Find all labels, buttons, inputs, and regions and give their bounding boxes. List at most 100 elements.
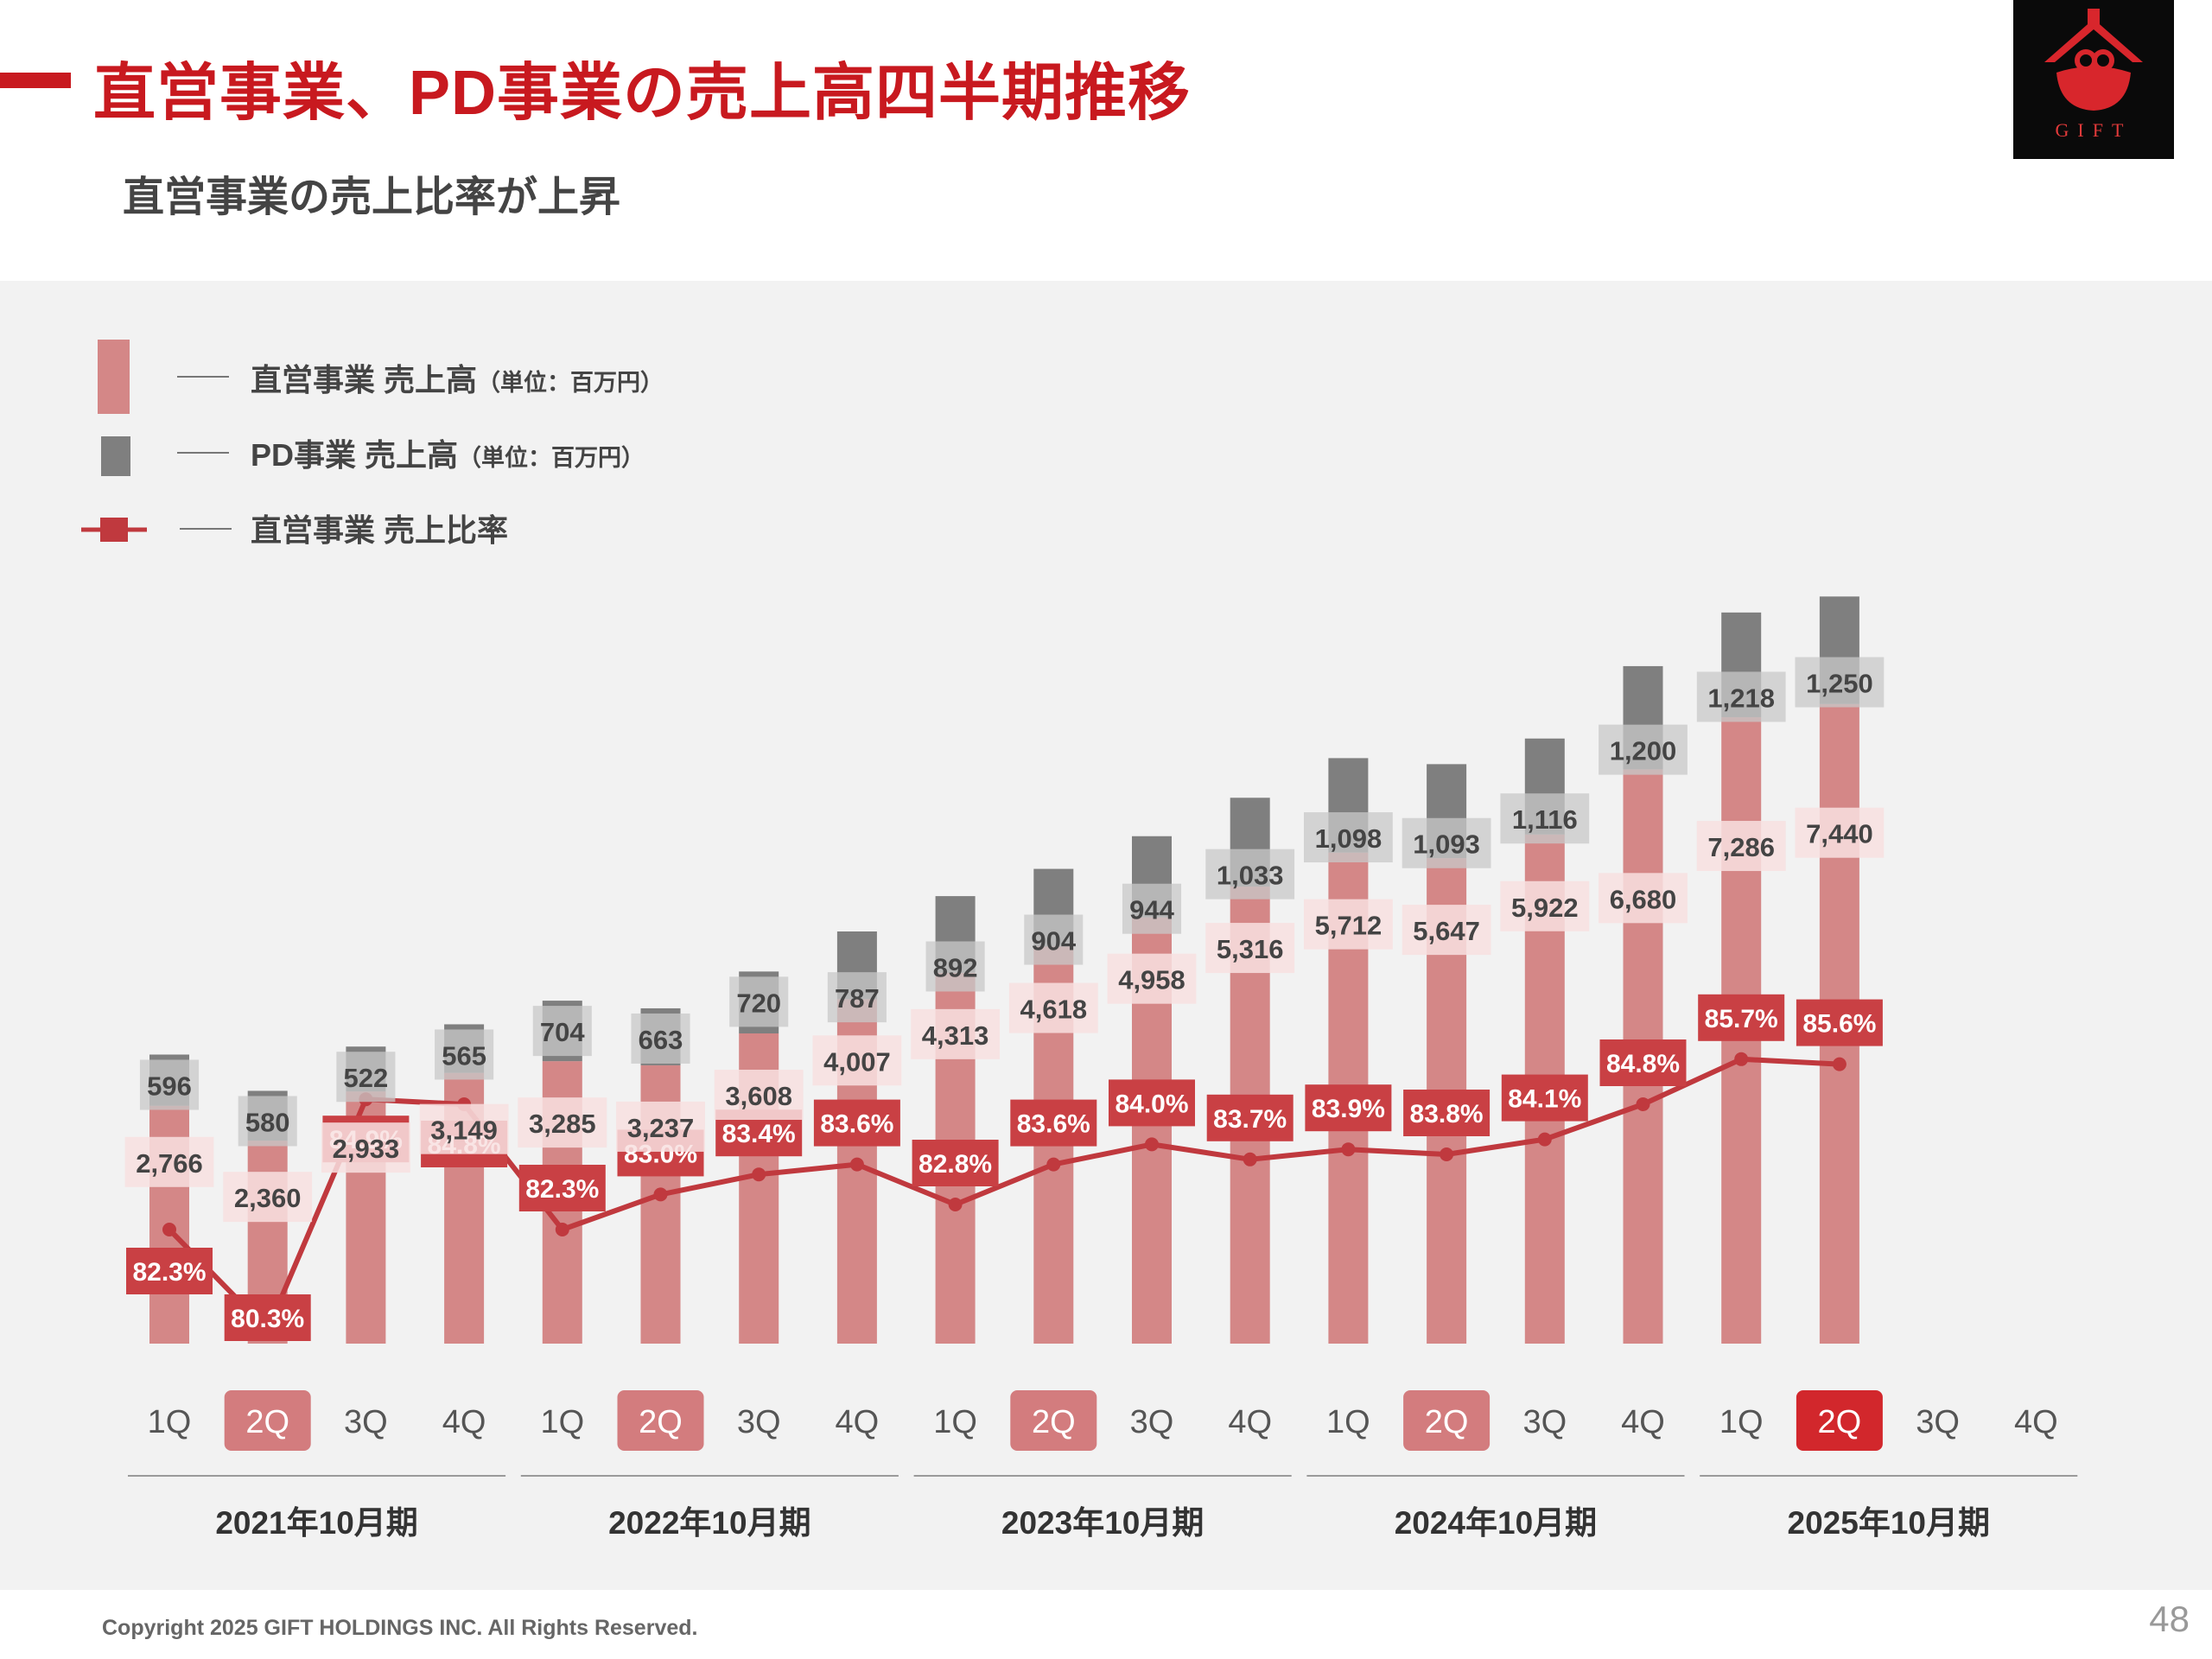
quarter-tick-label: 1Q [1719, 1404, 1764, 1440]
direct-label: 7,286 [1707, 832, 1775, 862]
ratio-label-box [1501, 1074, 1588, 1122]
legend-item-direct: 直営事業 売上高（単位：百万円） [251, 355, 664, 400]
pd-label-box [336, 1052, 396, 1103]
pd-label: 596 [147, 1071, 192, 1101]
direct-label: 4,007 [823, 1046, 891, 1077]
pd-label: 1,033 [1217, 861, 1284, 891]
pd-label: 663 [639, 1025, 683, 1055]
pd-label: 904 [1031, 926, 1076, 957]
pd-label-box [925, 941, 985, 992]
pd-label: 944 [1129, 895, 1174, 925]
fiscal-year-label: 2021年10月期 [215, 1505, 417, 1541]
pd-label-box [1122, 883, 1182, 934]
quarter-highlight [1403, 1390, 1491, 1451]
ratio-point [1243, 1152, 1257, 1166]
pd-label: 1,218 [1707, 683, 1775, 713]
quarter-tick-label: 3Q [1522, 1404, 1567, 1440]
direct-label-box [911, 1008, 1000, 1059]
direct-label: 3,285 [529, 1109, 596, 1139]
ratio-label-box [1698, 994, 1785, 1041]
pd-label-box [435, 1029, 494, 1080]
ratio-point [555, 1223, 569, 1236]
ratio-point [752, 1167, 766, 1182]
legend-label: 直営事業 売上高 [251, 362, 478, 397]
ratio-point [1537, 1132, 1552, 1147]
gift-logo: GIFT [2013, 0, 2174, 159]
ratio-point [162, 1223, 176, 1236]
pd-label: 1,200 [1610, 736, 1677, 766]
ratio-label: 83.8% [1410, 1100, 1484, 1128]
ratio-label-box [1403, 1090, 1491, 1136]
ratio-point [1734, 1052, 1749, 1066]
ratio-line [167, 1056, 1840, 1332]
legend-item-pd: PD事業 売上高（単位：百万円） [251, 430, 645, 475]
legend-line-pd [177, 452, 229, 454]
ratio-label-box [1305, 1084, 1392, 1132]
ratio-label: 80.3% [231, 1305, 304, 1333]
ratio-label-box [1010, 1099, 1097, 1147]
quarter-tick-label: 1Q [933, 1404, 977, 1440]
quarter-tick-label: 4Q [2014, 1404, 2058, 1440]
ratio-label: 85.6% [1802, 1010, 1876, 1039]
pd-label-box [532, 1006, 592, 1057]
legend-label: PD事業 売上高 [251, 437, 459, 473]
ratio-point [1341, 1142, 1356, 1157]
direct-label-box [1304, 899, 1393, 950]
ratio-label-box [813, 1099, 900, 1147]
direct-label-box [1500, 880, 1590, 931]
title-accent-bar [0, 73, 71, 88]
pd-label: 1,250 [1806, 669, 1873, 699]
pd-label: 580 [245, 1107, 290, 1137]
direct-label-box [1008, 982, 1098, 1033]
ratio-point [1440, 1147, 1454, 1161]
quarter-tick-label: 2Q [639, 1404, 683, 1440]
direct-label-box [419, 1103, 509, 1154]
pd-label-box [1696, 671, 1786, 722]
quarter-tick-label: 3Q [1130, 1404, 1174, 1440]
legend-line-direct [177, 376, 229, 378]
quarter-highlight [1010, 1390, 1097, 1451]
direct-label-box [1205, 923, 1295, 974]
pd-label: 720 [736, 988, 781, 1018]
ratio-label: 82.8% [918, 1150, 992, 1179]
quarter-tick-label: 2Q [1818, 1404, 1862, 1440]
ratio-point [1046, 1157, 1061, 1172]
pd-label: 1,116 [1512, 804, 1578, 835]
ratio-label: 82.3% [525, 1175, 599, 1204]
direct-label: 3,608 [725, 1081, 792, 1111]
page-number: 48 [2149, 1599, 2190, 1639]
ratio-label: 82.3% [132, 1258, 206, 1287]
direct-label: 5,647 [1413, 916, 1480, 946]
ratio-label: 84.8% [1606, 1050, 1680, 1078]
ratio-label-box [126, 1248, 213, 1294]
direct-label: 5,922 [1511, 893, 1579, 923]
quarter-tick-label: 1Q [540, 1404, 584, 1440]
quarter-tick-label: 4Q [1228, 1404, 1272, 1440]
ratio-label: 83.6% [820, 1110, 893, 1139]
direct-label-box [1402, 905, 1491, 956]
quarter-highlight [224, 1390, 311, 1451]
quarter-tick-label: 4Q [836, 1404, 880, 1440]
pd-label-box [827, 972, 887, 1023]
ratio-point [1636, 1097, 1650, 1111]
legend-label: 直営事業 売上比率 [251, 512, 509, 548]
chart-panel: 82.3%2,76659680.3%2,36058084.9%2,9335228… [0, 281, 2212, 1590]
ratio-point [849, 1157, 864, 1172]
quarter-tick-label: 4Q [442, 1404, 486, 1440]
ratio-label-box [224, 1294, 311, 1341]
legend-swatch-direct [98, 340, 130, 414]
ratio-label: 85.7% [1705, 1005, 1778, 1033]
page-subtitle: 直営事業の売上比率が上昇 [123, 175, 621, 220]
direct-label: 4,618 [1020, 995, 1088, 1025]
pd-label: 892 [933, 952, 978, 982]
ratio-label: 83.7% [1213, 1105, 1287, 1134]
direct-label: 2,933 [333, 1134, 400, 1164]
quarter-tick-label: 2Q [1032, 1404, 1076, 1440]
fiscal-year-label: 2022年10月期 [608, 1505, 810, 1541]
logo-text: GIFT [2055, 119, 2133, 141]
ratio-label: 83.6% [1017, 1110, 1090, 1139]
page-title: 直営事業、PD事業の売上高四半期推移 [93, 59, 1192, 128]
direct-label-box [1107, 953, 1197, 1004]
direct-label: 4,313 [922, 1020, 989, 1051]
quarter-tick-label: 3Q [1916, 1404, 1960, 1440]
